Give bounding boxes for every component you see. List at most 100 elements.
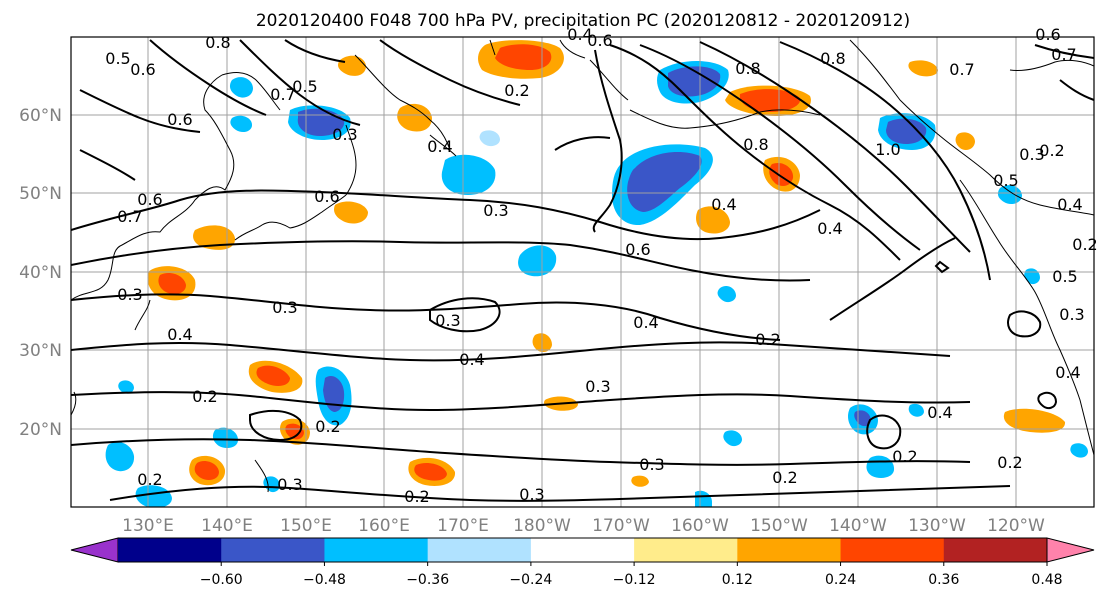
colorbar: −0.60 −0.48 −0.36 −0.24 −0.12 0.12 0.24 0.36 0.4… bbox=[70, 537, 1095, 588]
precip-blob bbox=[495, 44, 552, 70]
precip-blob bbox=[668, 66, 721, 97]
lon-tick-label: 140°E bbox=[201, 516, 253, 536]
pv-contour-label: 0.4 bbox=[427, 137, 452, 156]
pv-contours bbox=[71, 39, 1094, 502]
pv-contour-label: 0.5 bbox=[292, 77, 317, 96]
precip-blob bbox=[695, 490, 712, 507]
coastlines bbox=[71, 39, 1094, 493]
lon-tick-label: 180°W bbox=[513, 516, 571, 536]
pv-contour-label: 0.5 bbox=[105, 49, 130, 68]
pv-contour-label: 0.4 bbox=[567, 25, 592, 44]
colorbar-segment bbox=[840, 538, 945, 562]
precip-blob bbox=[105, 442, 135, 472]
precip-blob bbox=[118, 380, 134, 394]
pv-contour-label: 0.8 bbox=[820, 49, 845, 68]
precip-blob bbox=[194, 461, 219, 480]
colorbar-segment bbox=[324, 538, 429, 562]
lon-tick-label: 130°W bbox=[908, 516, 966, 536]
pv-contour-label: 0.3 bbox=[332, 125, 357, 144]
lon-tick-label: 150°W bbox=[750, 516, 808, 536]
lon-tick-label: 170°W bbox=[592, 516, 650, 536]
pv-contour-label: 0.4 bbox=[1057, 195, 1082, 214]
pv-contour-label: 0.3 bbox=[483, 201, 508, 220]
precip-blob bbox=[334, 201, 368, 224]
colorbar-segment bbox=[427, 538, 532, 562]
pv-contour-label: 0.6 bbox=[625, 240, 650, 259]
precip-blob bbox=[212, 427, 238, 448]
lat-tick-label: 30°N bbox=[19, 341, 62, 361]
pv-contour-label: 0.4 bbox=[459, 350, 484, 369]
lat-tick-label: 20°N bbox=[19, 420, 62, 440]
precip-blob bbox=[193, 225, 236, 250]
pv-contour-label: 0.6 bbox=[167, 110, 192, 129]
pv-contour-label: 0.3 bbox=[117, 285, 142, 304]
pv-contour-label: 0.2 bbox=[315, 417, 340, 436]
pv-contour-label: 0.2 bbox=[1072, 235, 1097, 254]
lat-tick-label: 60°N bbox=[19, 106, 62, 126]
colorbar-tick-label: 0.48 bbox=[1031, 572, 1062, 588]
colorbar-extend-high bbox=[1046, 537, 1095, 563]
pv-contour-label: 0.2 bbox=[1039, 141, 1064, 160]
pv-contour-label: 0.5 bbox=[1052, 267, 1077, 286]
pv-contour-label: 0.2 bbox=[504, 81, 529, 100]
precip-blob bbox=[135, 485, 172, 507]
pv-contour-label: 0.2 bbox=[755, 330, 780, 349]
precip-blob bbox=[908, 60, 938, 77]
precip-blob bbox=[397, 103, 432, 132]
colorbar-segment bbox=[737, 538, 842, 562]
lon-tick-label: 130°E bbox=[122, 516, 174, 536]
pv-contour-label: 0.4 bbox=[633, 313, 658, 332]
colorbar-tick-label: −0.24 bbox=[509, 572, 552, 588]
lon-tick-label: 150°E bbox=[280, 516, 332, 536]
pv-contour-label: 1.0 bbox=[875, 140, 900, 159]
pv-contour-label: 0.4 bbox=[1055, 363, 1080, 382]
precip-blob bbox=[479, 130, 500, 147]
precip-blob bbox=[285, 423, 304, 440]
pv-contour-label: 0.4 bbox=[817, 219, 842, 238]
precip-blob bbox=[414, 463, 447, 481]
precip-blob bbox=[631, 475, 649, 487]
lat-tick-label: 50°N bbox=[19, 184, 62, 204]
precip-blob bbox=[908, 403, 924, 417]
lon-tick-label: 160°W bbox=[671, 516, 729, 536]
pv-contour-label: 0.6 bbox=[137, 190, 162, 209]
precip-blob bbox=[955, 132, 975, 150]
lon-tick-label: 170°E bbox=[437, 516, 489, 536]
lon-tick-label: 140°W bbox=[829, 516, 887, 536]
precip-blob bbox=[256, 365, 290, 386]
colorbar-segment bbox=[530, 538, 635, 562]
colorbar-tick-label: −0.12 bbox=[613, 572, 656, 588]
colorbar-extend-low bbox=[70, 537, 119, 563]
precip-blob bbox=[717, 285, 736, 303]
precip-blob bbox=[518, 245, 557, 277]
pv-contour-label: 0.4 bbox=[927, 403, 952, 422]
precip-blob bbox=[323, 375, 345, 412]
colorbar-segment bbox=[634, 538, 738, 562]
pv-contour-label: 0.2 bbox=[137, 470, 162, 489]
pv-contour-label: 0.8 bbox=[735, 59, 760, 78]
colorbar-segment bbox=[118, 538, 222, 562]
pv-contour-label: 0.3 bbox=[639, 455, 664, 474]
pv-contour-label: 0.2 bbox=[192, 387, 217, 406]
pv-contour-label: 0.8 bbox=[205, 33, 230, 52]
pv-contour-label: 0.8 bbox=[743, 135, 768, 154]
precip-blob bbox=[886, 118, 927, 144]
figure-title: 2020120400 F048 700 hPa PV, precipitatio… bbox=[256, 11, 910, 31]
lon-tick-label: 120°W bbox=[987, 516, 1045, 536]
pv-contour-label: 0.3 bbox=[272, 298, 297, 317]
precipitation-shading bbox=[105, 40, 1088, 507]
lon-tick-label: 160°E bbox=[358, 516, 410, 536]
pv-contour-label: 0.3 bbox=[277, 475, 302, 494]
pv-contour-label: 0.3 bbox=[585, 377, 610, 396]
pv-contour-labels: 0.50.60.80.70.50.60.30.20.40.30.80.80.60… bbox=[105, 25, 1097, 506]
pv-contour-label: 0.3 bbox=[519, 485, 544, 504]
pv-contour-label: 0.4 bbox=[167, 325, 192, 344]
lat-tick-label: 40°N bbox=[19, 263, 62, 283]
colorbar-segment bbox=[221, 538, 325, 562]
colorbar-tick-label: −0.60 bbox=[200, 572, 243, 588]
pv-contour-label: 0.6 bbox=[314, 187, 339, 206]
pv-contour-label: 0.4 bbox=[711, 195, 736, 214]
colorbar-tick-label: −0.48 bbox=[303, 572, 346, 588]
map-frame bbox=[70, 36, 1095, 508]
pv-contour-label: 0.2 bbox=[892, 447, 917, 466]
